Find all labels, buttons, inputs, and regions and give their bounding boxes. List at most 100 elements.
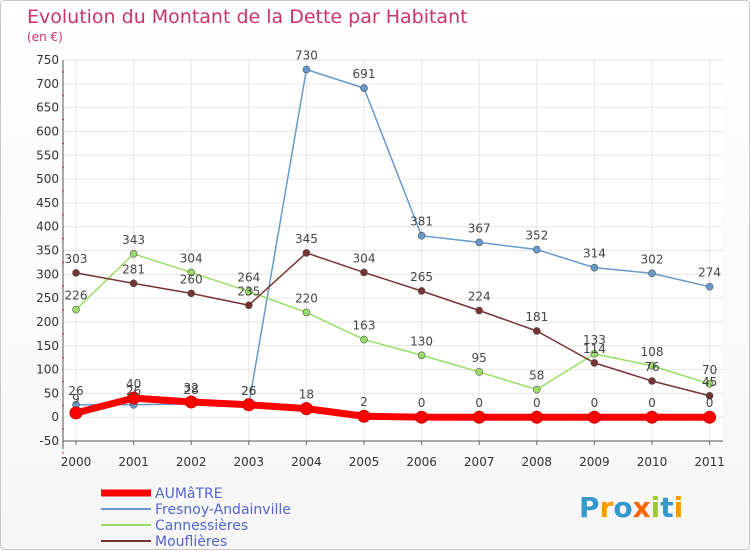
data-label: 235 [237, 284, 260, 298]
data-point [127, 391, 141, 405]
proxiti-logo: Proxiti [579, 491, 683, 524]
x-tick-labels: 2000 2001 2002 2003 2004 2005 2006 2007 2008 2009… [61, 455, 725, 469]
x-tick-label: 2006 [406, 455, 437, 469]
data-point [187, 289, 195, 298]
y-tick-label: 650 [36, 101, 59, 115]
data-label: 32 [184, 381, 199, 395]
y-tick-label: 250 [36, 291, 59, 305]
data-label: 367 [468, 221, 491, 235]
logo-letter: i [674, 491, 684, 524]
logo-letter: t [660, 491, 673, 524]
data-label: 265 [410, 270, 433, 284]
x-tick-label: 2010 [637, 455, 668, 469]
y-tick-label: 550 [36, 148, 59, 162]
data-point [703, 410, 717, 424]
legend-label: Mouflières [155, 534, 227, 550]
data-label: 220 [295, 291, 318, 305]
legend-label: Cannessières [155, 518, 248, 534]
data-point [532, 385, 541, 394]
data-label: 130 [410, 334, 433, 348]
data-label: 26 [241, 384, 256, 398]
x-tick-label: 2009 [579, 455, 610, 469]
data-label: 108 [641, 345, 664, 359]
x-tick-label: 2008 [522, 455, 553, 469]
data-label: 226 [65, 289, 88, 303]
logo-letter: x [633, 491, 651, 524]
data-point [475, 368, 484, 376]
y-tick-label: 100 [36, 363, 59, 377]
data-label: 163 [353, 319, 376, 333]
data-point [648, 269, 656, 278]
data-point [302, 249, 311, 257]
data-label: 691 [353, 67, 376, 81]
chart-subtitle: (en €) [27, 30, 63, 44]
data-label: 224 [468, 290, 491, 304]
x-tick-label: 2004 [291, 455, 322, 469]
data-point [417, 287, 426, 295]
legend-label: AUMâTRE [155, 486, 223, 502]
data-point [475, 238, 484, 247]
data-point [245, 301, 253, 310]
y-tick-label: 500 [36, 172, 59, 186]
data-label: 26 [126, 384, 141, 398]
legend-label: Fresnoy-Andainville [155, 502, 291, 518]
data-point [302, 65, 311, 74]
data-label: 28 [184, 383, 199, 397]
data-label: 70 [702, 363, 717, 377]
y-tick-label: 750 [36, 53, 59, 67]
series-line [75, 252, 711, 397]
data-label: 303 [65, 252, 88, 266]
data-point [590, 359, 599, 367]
x-tick-label: 2003 [234, 455, 265, 469]
data-point [417, 351, 426, 360]
data-label: 343 [122, 233, 145, 247]
data-point [129, 250, 138, 258]
data-label: 76 [644, 360, 659, 374]
data-point [705, 380, 714, 388]
data-label: 264 [237, 270, 260, 284]
data-point [645, 410, 659, 424]
data-label: 26 [241, 384, 256, 398]
data-label: 40 [126, 377, 141, 391]
legend: AUMâTREFresnoy-AndainvilleCannessièresMo… [101, 486, 291, 550]
data-point [72, 269, 80, 277]
logo-letter: P [579, 491, 600, 524]
data-label: 0 [648, 396, 656, 410]
data-point [475, 306, 484, 315]
y-tick-label: 200 [36, 315, 59, 329]
data-label: 0 [591, 396, 599, 410]
logo-letter: o [613, 491, 632, 524]
gridlines [63, 59, 723, 442]
data-label: 2 [360, 395, 368, 409]
data-point [360, 84, 368, 92]
axes [62, 60, 723, 454]
data-point [299, 402, 313, 416]
data-label: 0 [706, 396, 714, 410]
data-label: 114 [583, 342, 606, 356]
data-point [184, 395, 198, 409]
data-label: 95 [472, 351, 487, 365]
x-tick-label: 2001 [118, 455, 149, 469]
data-label: 314 [583, 247, 606, 261]
x-tick-label: 2000 [61, 455, 92, 469]
y-tick-label: 50 [44, 386, 59, 400]
logo-letter: r [600, 491, 614, 524]
data-point [472, 410, 486, 424]
data-label: 133 [583, 333, 606, 347]
logo-letter: i [651, 491, 661, 524]
data-label: 260 [180, 272, 203, 286]
y-tick-label: 300 [36, 267, 59, 281]
data-point [587, 410, 601, 424]
y-tick-label: 0 [51, 410, 59, 424]
data-point [69, 406, 83, 420]
data-label: 345 [295, 232, 318, 246]
y-tick-label: -50 [39, 434, 59, 448]
data-label: 352 [525, 229, 548, 243]
data-point [530, 410, 544, 424]
data-point [648, 377, 656, 385]
data-label: 9 [72, 392, 80, 406]
data-point [129, 279, 138, 288]
